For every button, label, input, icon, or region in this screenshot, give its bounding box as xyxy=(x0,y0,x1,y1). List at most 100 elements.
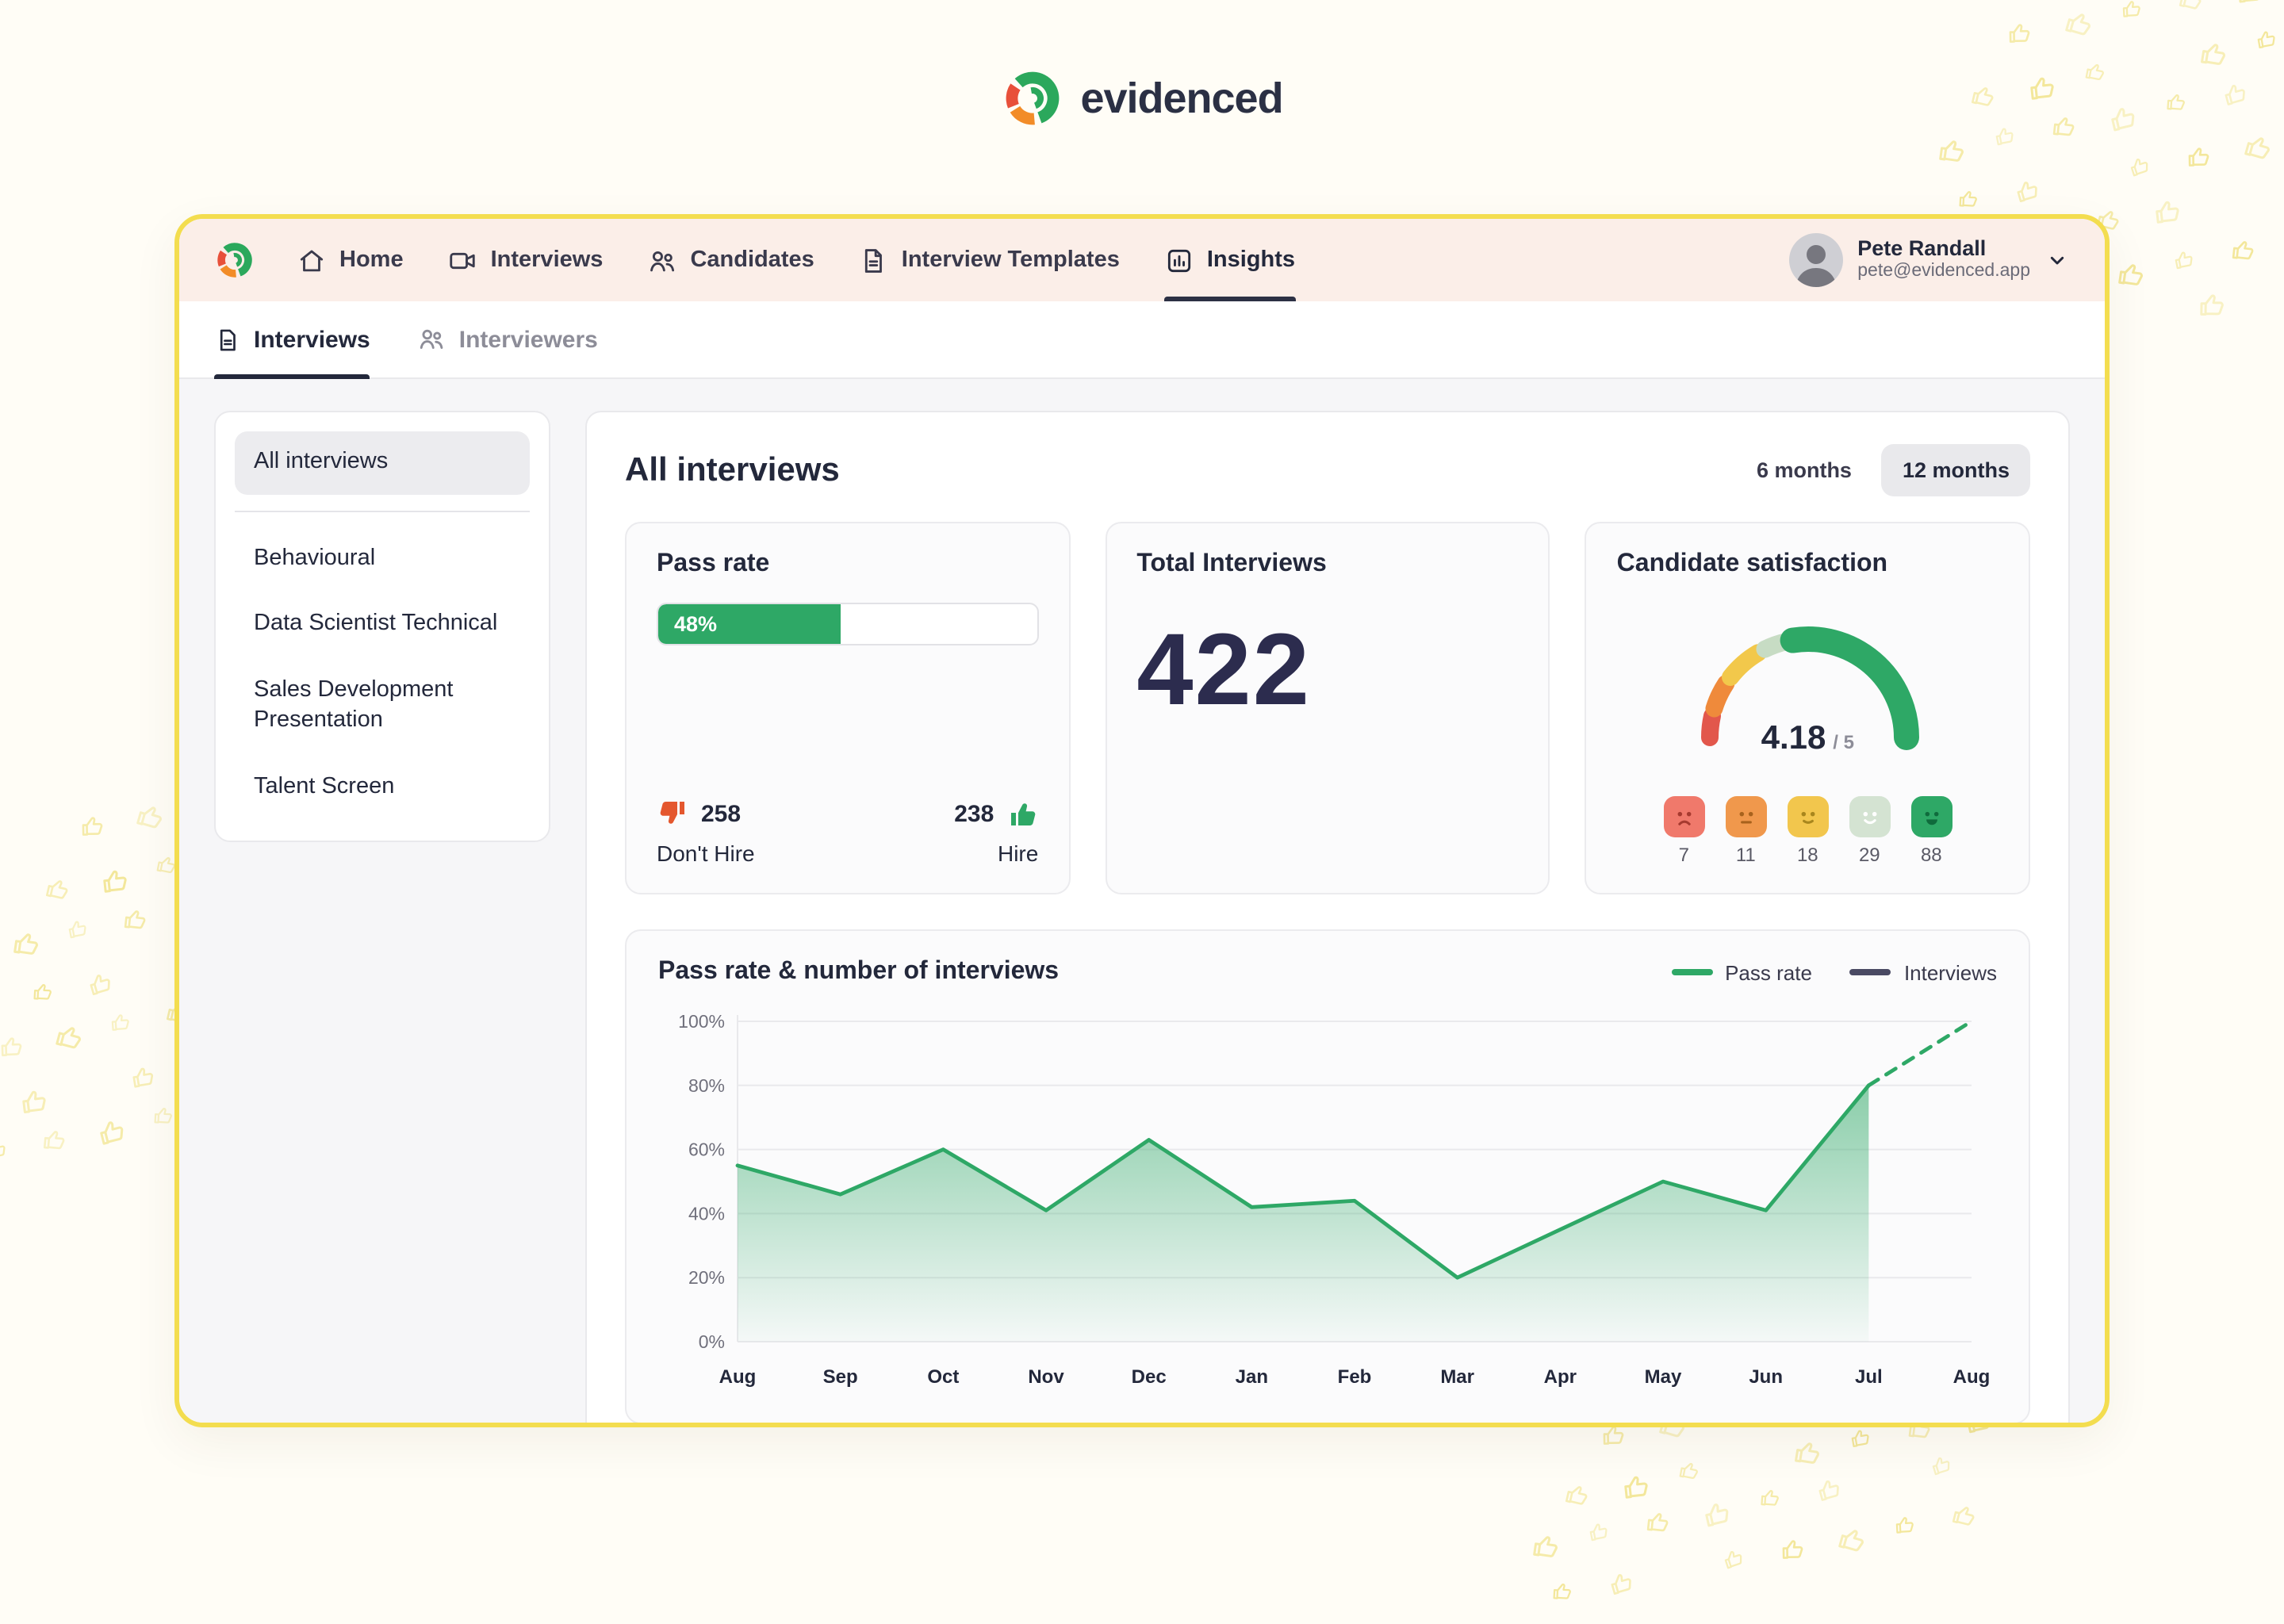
card-title: Candidate satisfaction xyxy=(1616,550,1888,577)
hire-summary: 258 Don't Hire 238 Hire xyxy=(657,798,1038,866)
emoji-counts: 7 11 18 29 xyxy=(1617,796,1998,866)
tab-interviewers[interactable]: Interviewers xyxy=(418,301,598,377)
thumbs-up-pattern-icon xyxy=(2130,158,2148,177)
thumbs-up-pattern-icon xyxy=(1646,1513,1669,1532)
emoji-group-unsatisfied: 11 xyxy=(1725,796,1767,866)
stat-cards: Pass rate 48% 258 xyxy=(625,522,2030,894)
thumbs-up-pattern-icon xyxy=(1932,1457,1950,1476)
thumbs-up-icon xyxy=(1010,803,1035,825)
nav-item-label: Insights xyxy=(1206,247,1296,273)
unsatisfied-emoji xyxy=(1725,796,1767,837)
svg-text:Oct: Oct xyxy=(927,1366,959,1388)
people-icon xyxy=(420,329,444,349)
sidebar-item-behavioural[interactable]: Behavioural xyxy=(254,545,376,571)
thumbs-up-pattern-icon xyxy=(2244,137,2270,159)
dont-hire-count: 258 xyxy=(701,800,742,827)
page-title: All interviews xyxy=(625,451,840,488)
emoji-count: 18 xyxy=(1796,844,1818,866)
people-icon xyxy=(650,250,675,271)
user-email: pete@evidenced.app xyxy=(1857,262,2030,282)
thumbs-up-pattern-icon xyxy=(68,921,86,939)
hire-label: Hire xyxy=(997,841,1039,866)
svg-text:May: May xyxy=(1645,1366,1682,1388)
thumbs-up-pattern-icon xyxy=(1724,1550,1742,1569)
thumbs-up-pattern-icon xyxy=(1611,1574,1631,1595)
interview-types-sidebar: All interviews Behavioural Data Scientis… xyxy=(214,411,550,843)
chart-legend: Pass rate Interviews xyxy=(1671,960,1997,984)
document-icon xyxy=(865,248,883,272)
svg-text:Dec: Dec xyxy=(1132,1366,1167,1388)
total-interviews-value: 422 xyxy=(1136,612,1311,726)
sidebar-item-talent-screen[interactable]: Talent Screen xyxy=(254,773,395,799)
thumbs-up-pattern-icon xyxy=(2122,1,2140,17)
nav-item-interviews[interactable]: Interviews xyxy=(448,219,604,301)
thumbs-up-pattern-icon xyxy=(2257,31,2275,49)
satisfaction-score: 4.18 xyxy=(1761,720,1826,756)
svg-text:60%: 60% xyxy=(688,1139,725,1160)
thumbs-up-pattern-icon xyxy=(136,806,162,829)
neutral-emoji-icon xyxy=(1800,811,1815,824)
range-6-months-button[interactable]: 6 months xyxy=(1736,444,1872,496)
candidate-satisfaction-card: Candidate satisfaction 4.18 / 5 7 xyxy=(1585,522,2030,894)
nav-item-insights[interactable]: Insights xyxy=(1163,219,1296,301)
thumbs-up-pattern-icon xyxy=(0,1141,6,1159)
satisfied-emoji xyxy=(1849,796,1891,837)
thumbs-up-pattern-icon xyxy=(111,1014,129,1031)
svg-text:Feb: Feb xyxy=(1338,1366,1372,1388)
nav-item-candidates[interactable]: Candidates xyxy=(647,219,814,301)
user-menu[interactable]: Pete Randall pete@evidenced.app xyxy=(1789,233,2070,287)
thumbs-up-pattern-icon xyxy=(1959,191,1977,207)
chevron-down-icon xyxy=(2050,256,2064,265)
tab-interviews[interactable]: Interviews xyxy=(214,301,371,379)
thumbs-up-pattern-icon xyxy=(1818,1480,1839,1501)
nav-item-interview-templates[interactable]: Interview Templates xyxy=(859,219,1120,301)
pass-rate-bar: 48% xyxy=(657,603,1039,645)
svg-text:100%: 100% xyxy=(678,1011,725,1032)
home-icon xyxy=(300,249,324,271)
sidebar-item-sales-development-presentation[interactable]: Sales Development Presentation xyxy=(254,676,454,733)
thumbs-up-pattern-icon xyxy=(1679,1462,1698,1480)
satisfaction-gauge: 4.18 / 5 xyxy=(1657,595,1958,761)
thumbs-up-pattern-icon xyxy=(22,1090,46,1113)
thumbs-up-pattern-icon xyxy=(1,1037,22,1057)
thumbs-up-pattern-icon xyxy=(2009,24,2030,43)
card-title: Total Interviews xyxy=(1136,550,1327,577)
nav-item-label: Home xyxy=(339,247,404,273)
app-window: Home Interviews Candidates Interview Tem… xyxy=(174,214,2110,1427)
emoji-count: 11 xyxy=(1735,844,1756,866)
thumbs-up-pattern-icon xyxy=(2188,147,2209,167)
very-unsatisfied-emoji-icon xyxy=(1677,811,1691,825)
sidebar-item-data-scientist-technical[interactable]: Data Scientist Technical xyxy=(254,611,498,637)
nav-item-label: Interviews xyxy=(490,247,604,273)
thumbs-up-pattern-icon xyxy=(132,1067,154,1088)
emoji-count: 29 xyxy=(1858,844,1880,866)
thumbs-up-pattern-icon xyxy=(1553,1584,1571,1599)
pass-rate-card: Pass rate 48% 258 xyxy=(625,522,1071,894)
svg-text:Sep: Sep xyxy=(823,1366,858,1388)
pass-rate-swatch xyxy=(1671,969,1713,975)
brand-name: evidenced xyxy=(1080,74,1283,121)
range-12-months-button[interactable]: 12 months xyxy=(1881,444,2030,496)
interviews-swatch xyxy=(1849,969,1891,975)
nav-item-home[interactable]: Home xyxy=(297,219,404,301)
thumbs-up-pattern-icon xyxy=(154,1108,172,1124)
svg-text:Mar: Mar xyxy=(1440,1366,1474,1388)
unsatisfied-emoji-icon xyxy=(1738,811,1753,824)
thumbs-up-pattern-icon xyxy=(1851,1430,1869,1448)
legend-label: Pass rate xyxy=(1725,960,1812,984)
card-title: Pass rate xyxy=(657,550,770,577)
thumbs-up-pattern-icon xyxy=(2156,201,2179,224)
thumbs-up-pattern-icon xyxy=(2179,0,2202,10)
thumbs-up-pattern-icon xyxy=(2030,77,2054,100)
svg-text:Apr: Apr xyxy=(1544,1366,1577,1388)
thumbs-up-pattern-icon xyxy=(2085,63,2104,81)
hire-count: 238 xyxy=(954,800,994,827)
evidenced-logo-icon[interactable] xyxy=(214,239,255,281)
divider xyxy=(235,510,530,512)
thumbs-up-pattern-icon xyxy=(43,1131,65,1150)
thumbs-up-pattern-icon xyxy=(56,1027,81,1049)
emoji-count: 88 xyxy=(1920,844,1942,866)
gauge-score: 4.18 / 5 xyxy=(1657,720,1958,758)
sidebar-item-all-interviews[interactable]: All interviews xyxy=(235,431,530,495)
satisfied-emoji-icon xyxy=(1862,811,1876,825)
